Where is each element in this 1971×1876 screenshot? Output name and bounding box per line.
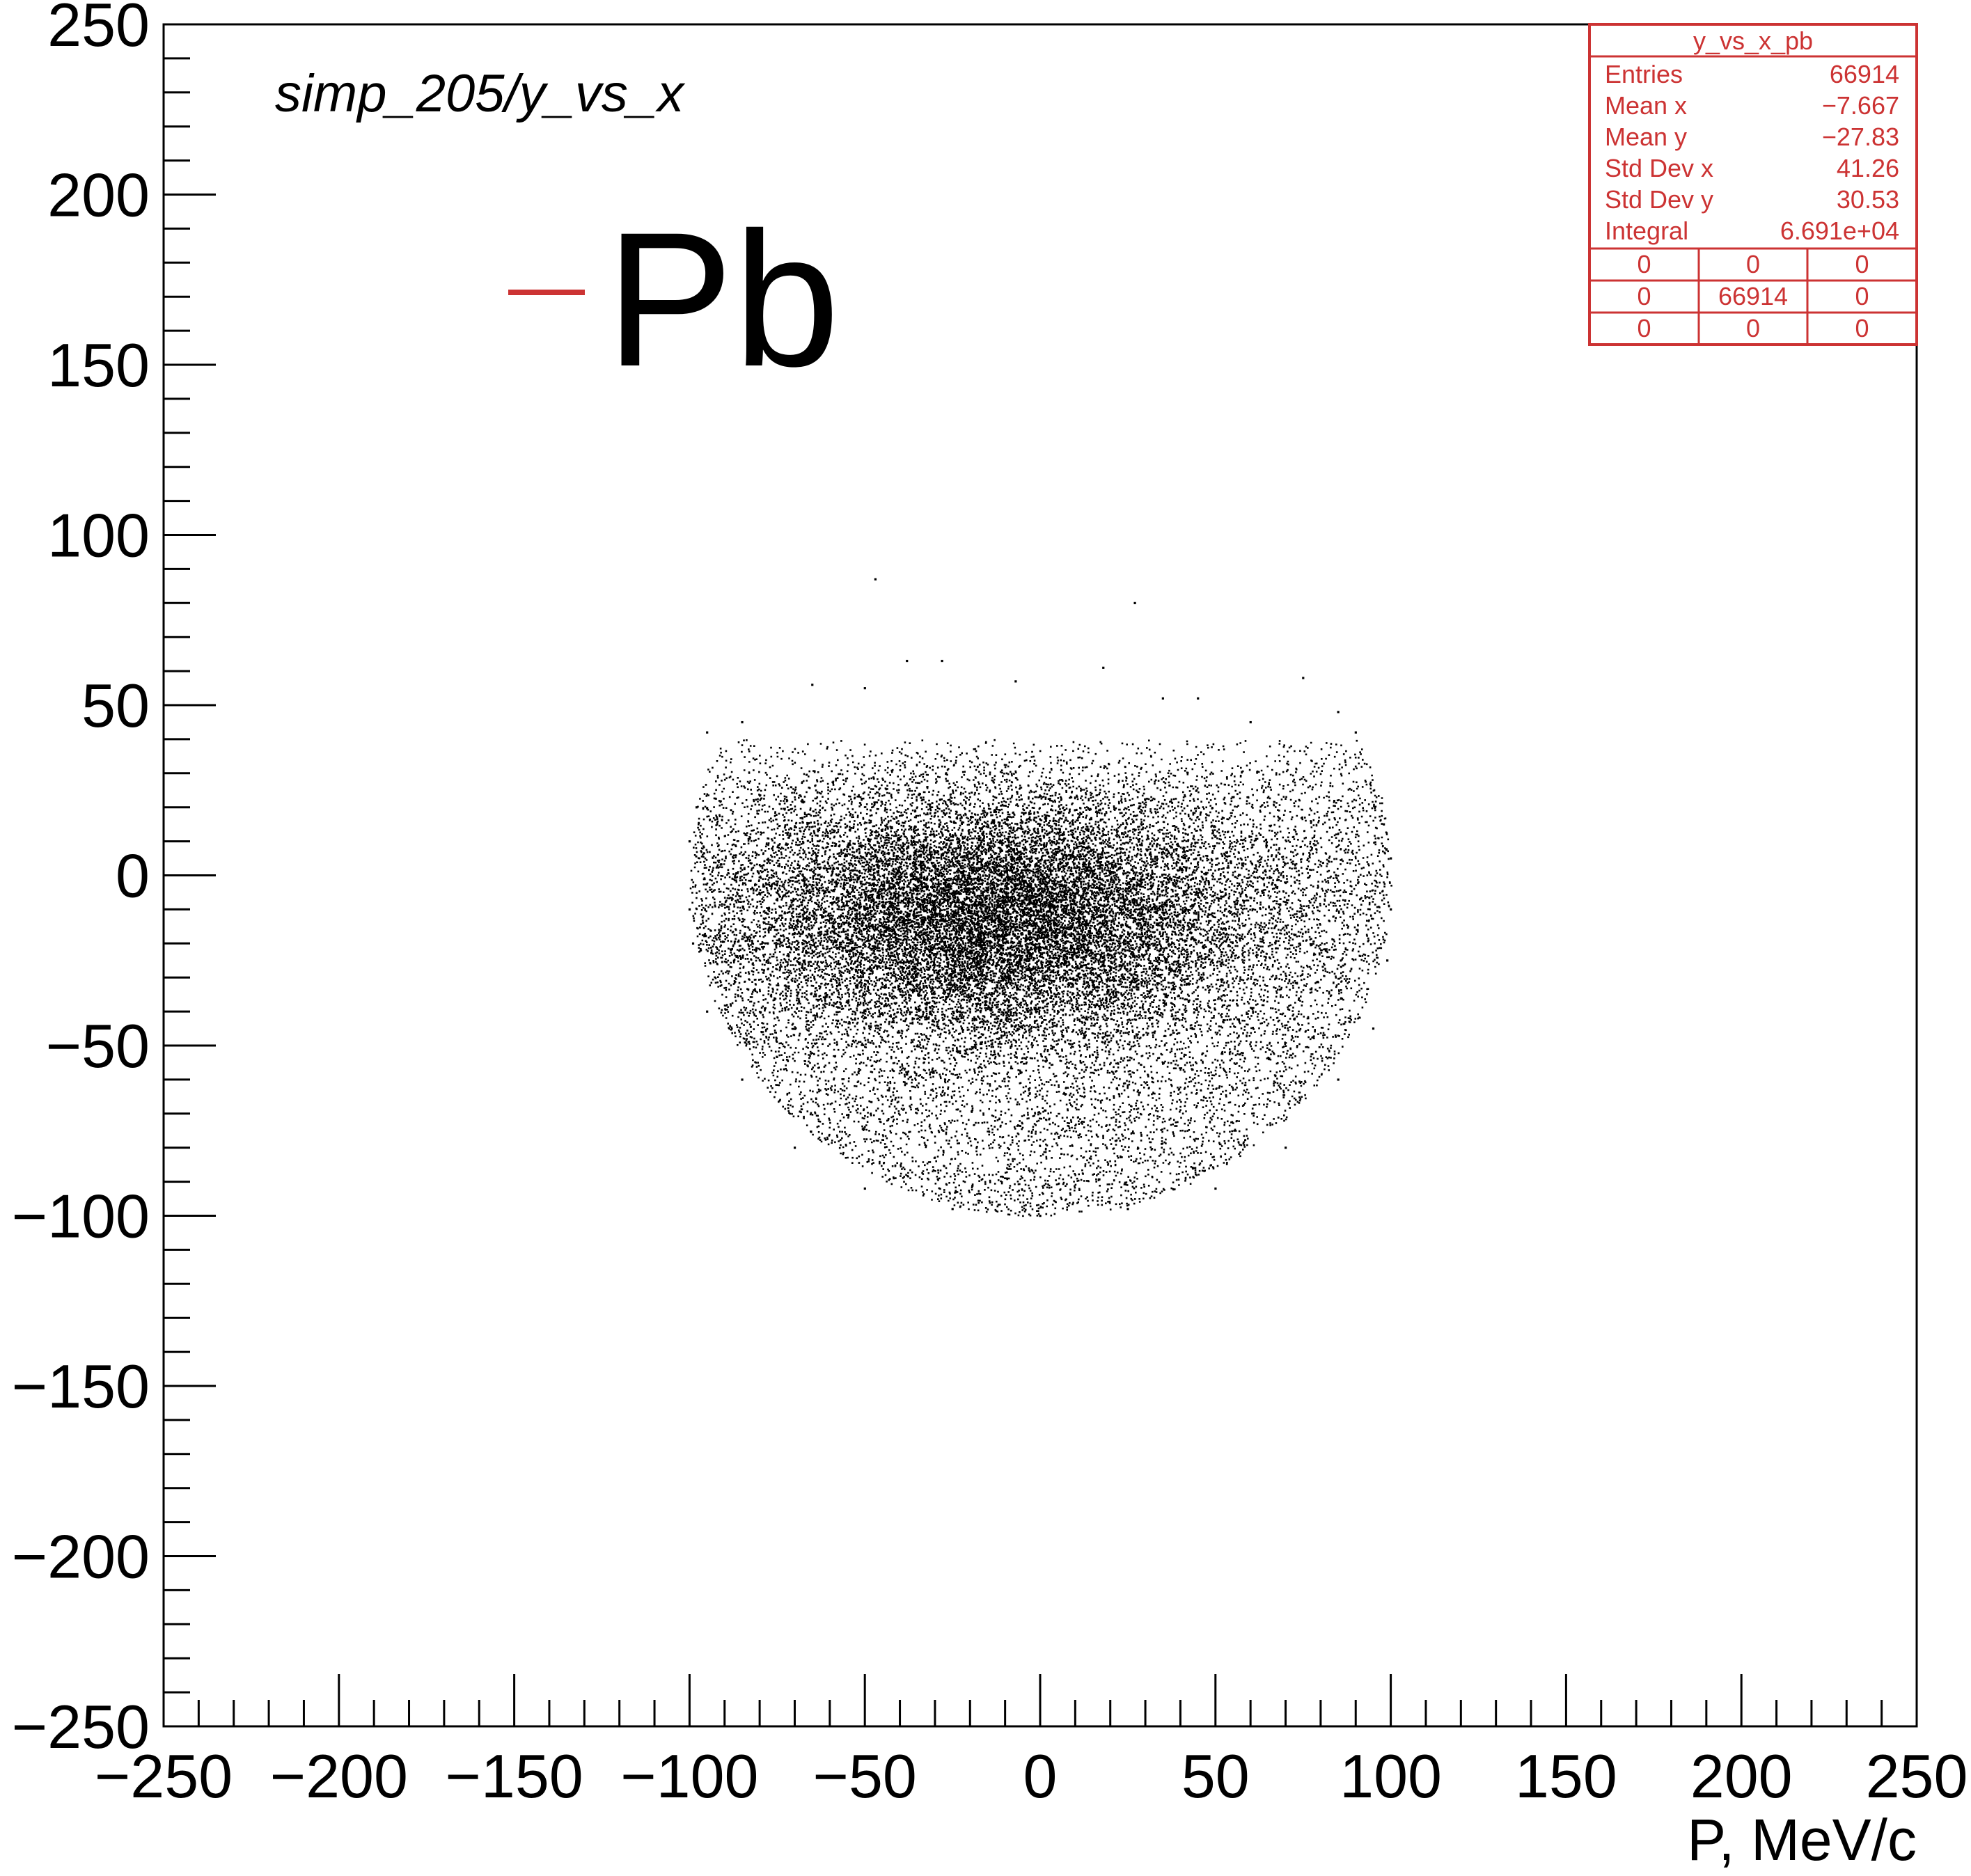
stats-row-value: 41.26 bbox=[1837, 154, 1899, 182]
scatter-point bbox=[706, 1010, 709, 1013]
legend: Pb bbox=[508, 193, 840, 407]
legend-label: Pb bbox=[606, 193, 840, 407]
stats-row-label: Std Dev x bbox=[1605, 154, 1713, 182]
stats-row-value: 6.691e+04 bbox=[1780, 216, 1899, 245]
scatter-point bbox=[741, 720, 744, 724]
axis-ticks: −250 −200 −150 −100 −50 0 50 100 150 200 250 250 200… bbox=[12, 0, 1968, 1811]
scatter-point bbox=[1197, 697, 1200, 700]
x-tick-label: 0 bbox=[1023, 1742, 1058, 1811]
y-tick-label: 150 bbox=[47, 331, 150, 400]
scatter-point bbox=[1383, 823, 1385, 826]
x-tick-label: −100 bbox=[620, 1742, 758, 1811]
chart-title: simp_205/y_vs_x bbox=[275, 64, 686, 123]
x-tick-label: 50 bbox=[1181, 1742, 1250, 1811]
scatter-point bbox=[695, 806, 698, 809]
stats-row-label: Mean y bbox=[1605, 123, 1687, 151]
scatter-point bbox=[1039, 1215, 1042, 1217]
scatter-point bbox=[1390, 857, 1392, 860]
scatter-point bbox=[1337, 1078, 1340, 1081]
scatter-point bbox=[706, 731, 709, 734]
scatter-point bbox=[1214, 1187, 1217, 1190]
scatter-point bbox=[1126, 1208, 1129, 1211]
scatter-point bbox=[811, 684, 814, 686]
y-tick-label: 200 bbox=[47, 161, 150, 230]
y-tick-label: −150 bbox=[12, 1352, 150, 1421]
scatter-point bbox=[1354, 731, 1357, 734]
scatter-point bbox=[1249, 720, 1252, 724]
scatter-point bbox=[691, 942, 695, 945]
y-tick-label: 250 bbox=[47, 0, 150, 59]
stats-row-value: −7.667 bbox=[1822, 91, 1899, 120]
stats-grid-cell: 0 bbox=[1637, 282, 1651, 310]
y-tick-label: 50 bbox=[81, 671, 150, 740]
x-tick-label: 250 bbox=[1866, 1742, 1968, 1811]
stats-title: y_vs_x_pb bbox=[1693, 26, 1813, 55]
y-tick-label: 100 bbox=[47, 501, 150, 570]
scatter-point bbox=[688, 840, 691, 843]
scatter-point bbox=[863, 1187, 866, 1190]
stats-grid-cell: 0 bbox=[1746, 314, 1760, 342]
y-tick-label: −200 bbox=[12, 1522, 150, 1591]
scatter-point bbox=[1285, 1146, 1287, 1149]
x-axis-label: P, MeV/c bbox=[1687, 1807, 1917, 1873]
scatter-point bbox=[688, 908, 691, 911]
stats-row-value: 30.53 bbox=[1837, 185, 1899, 214]
y-tick-label: 0 bbox=[116, 842, 150, 911]
scatter-point bbox=[874, 578, 877, 581]
y-tick-label: −100 bbox=[12, 1182, 150, 1251]
scatter-point bbox=[951, 1208, 954, 1211]
x-tick-label: −150 bbox=[445, 1742, 583, 1811]
y-tick-label: −50 bbox=[46, 1011, 150, 1080]
scatter-point bbox=[941, 659, 943, 663]
stats-grid-cell: 0 bbox=[1637, 250, 1651, 278]
x-tick-label: 200 bbox=[1690, 1742, 1793, 1811]
stats-row-label: Std Dev y bbox=[1605, 185, 1713, 214]
scatter-point bbox=[1014, 680, 1017, 683]
stats-box-frame bbox=[1588, 23, 1918, 346]
scatter-point bbox=[793, 1146, 796, 1149]
scatter-point bbox=[1386, 959, 1389, 962]
x-tick-label: −250 bbox=[95, 1742, 233, 1811]
stats-grid-cell: 0 bbox=[1855, 250, 1869, 278]
x-tick-label: −200 bbox=[270, 1742, 408, 1811]
scatter-point bbox=[741, 1078, 744, 1081]
stats-box: y_vs_x_pb Entries 66914 Mean x −7.667 Mean y −… bbox=[1588, 23, 1918, 346]
scatter-point bbox=[1372, 1027, 1375, 1030]
stats-grid-cell: 0 bbox=[1637, 314, 1651, 342]
scatter-point bbox=[1133, 601, 1136, 604]
y-tick-label: −250 bbox=[12, 1692, 150, 1761]
scatter-points bbox=[688, 578, 1392, 1217]
x-tick-label: −50 bbox=[813, 1742, 917, 1811]
scatter-point bbox=[1390, 908, 1392, 911]
stats-row-label: Entries bbox=[1605, 60, 1683, 88]
stats-row-label: Mean x bbox=[1605, 91, 1687, 120]
stats-grid-cell: 0 bbox=[1746, 250, 1760, 278]
stats-grid-cell: 0 bbox=[1855, 314, 1869, 342]
x-tick-label: 150 bbox=[1515, 1742, 1617, 1811]
stats-row-value: 66914 bbox=[1830, 60, 1899, 88]
scatter-point-cloud bbox=[689, 739, 1392, 1217]
x-tick-label: 100 bbox=[1340, 1742, 1442, 1811]
stats-row-value: −27.83 bbox=[1822, 123, 1899, 151]
stats-row-label: Integral bbox=[1605, 216, 1688, 245]
scatter-point bbox=[1337, 711, 1340, 714]
scatter-point bbox=[1102, 666, 1105, 669]
scatter-point bbox=[863, 687, 866, 690]
scatter-point bbox=[906, 659, 909, 663]
scatter-point bbox=[1161, 697, 1164, 700]
stats-grid-cell: 0 bbox=[1855, 282, 1869, 310]
stats-grid-cell: 66914 bbox=[1718, 282, 1788, 310]
scatter-point bbox=[1302, 677, 1305, 679]
